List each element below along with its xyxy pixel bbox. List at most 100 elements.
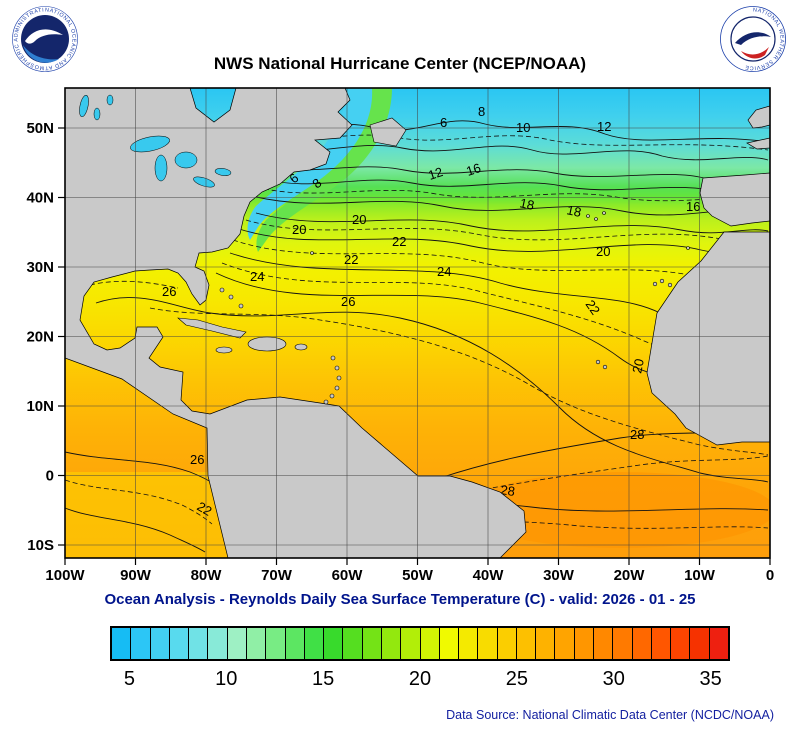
- land-americas: [65, 88, 527, 558]
- lon-tick-label: 80W: [191, 567, 223, 580]
- contour-label: 6: [440, 115, 447, 130]
- lat-tick-label: 10N: [26, 398, 54, 415]
- contour-label: 26: [190, 452, 204, 467]
- island-cape-verde: [595, 359, 608, 370]
- colorbar-cell: [594, 628, 614, 659]
- tick-marks: [58, 127, 771, 565]
- lon-tick-label: 30W: [543, 567, 575, 580]
- colorbar-tick-label: 10: [215, 668, 238, 690]
- colorbar-tick-label: 20: [408, 668, 432, 690]
- colorbar-cell: [459, 628, 479, 659]
- lat-tick-label: 40N: [26, 190, 54, 207]
- lat-tick-label: 50N: [26, 120, 54, 137]
- colorbar-cell: [112, 628, 132, 659]
- sst-map-svg: 6 8 10 12 6 8 12 16 16 18 18 20 20 22 22…: [26, 87, 774, 584]
- colorbar-cell: [189, 628, 209, 659]
- contour-label: 8: [478, 104, 485, 119]
- colorbar-cell: [690, 628, 710, 659]
- contour-labels: 6 8 10 12 6 8 12 16 16 18 18 20 20 22 22…: [162, 104, 700, 519]
- colorbar-cell: [536, 628, 556, 659]
- colorbar-tick-label: 25: [505, 668, 528, 690]
- colorbar-cell: [401, 628, 421, 659]
- contour-label: 22: [392, 234, 406, 249]
- colorbar-tick-label: 15: [312, 668, 335, 690]
- colorbar-cell: [227, 628, 247, 659]
- colorbar-cell: [671, 628, 691, 659]
- contour-label: 20: [352, 212, 366, 227]
- island-madeira: [686, 246, 690, 250]
- colorbar-cell: [362, 628, 382, 659]
- colorbar-cell: [439, 628, 460, 659]
- lon-tick-label: 20W: [614, 567, 646, 580]
- colorbar-cell: [555, 628, 575, 659]
- noaa-ocean-shape: [23, 45, 59, 63]
- colorbar-ticks: 5 10 15 20 25 30 35: [110, 668, 730, 694]
- nws-red-shape: [741, 47, 769, 59]
- colorbar-cell: [208, 628, 228, 659]
- contour-label: 16: [464, 160, 482, 179]
- contour-label: 20: [292, 222, 306, 237]
- pacific-cool-patch: [65, 472, 228, 558]
- contour-label: 26: [162, 284, 176, 299]
- island-bermuda: [310, 251, 314, 255]
- contour-label: 28: [630, 427, 644, 442]
- land-iberia: [699, 172, 770, 227]
- colorbar-cell: [497, 628, 517, 659]
- island-lesser-antilles: [323, 355, 342, 405]
- lon-axis: 100W 90W 80W 70W 60W 50W 40W 30W 20W 10W…: [45, 567, 774, 584]
- island-jamaica: [215, 346, 233, 354]
- colorbar-cell: [478, 628, 498, 659]
- island-bahamas: [219, 287, 244, 309]
- island-cuba: [177, 317, 247, 339]
- colorbar-tick-label: 35: [699, 668, 722, 690]
- contour-label: 20: [596, 244, 610, 259]
- colorbar-cell: [246, 628, 267, 659]
- island-azores: [586, 211, 606, 221]
- colorbar-cell: [516, 628, 537, 659]
- colorbar-cell: [169, 628, 190, 659]
- lon-tick-label: 10W: [684, 567, 716, 580]
- lon-tick-label: 40W: [473, 567, 505, 580]
- lat-tick-label: 30N: [26, 259, 54, 276]
- colorbar-cell: [632, 628, 652, 659]
- colorbar-tick-label: 30: [602, 668, 625, 690]
- contour-label: 12: [597, 119, 611, 134]
- nws-bird-icon: [735, 32, 771, 45]
- colorbar-cell: [381, 628, 402, 659]
- contour-label: 20: [629, 357, 647, 374]
- contour-label: 22: [195, 499, 215, 519]
- contour-label: 24: [437, 264, 451, 279]
- colorbar-tick-label: 5: [123, 668, 135, 690]
- contour-label: 22: [344, 252, 358, 267]
- data-source-note: Data Source: National Climatic Data Cent…: [446, 708, 774, 722]
- lon-tick-label: 90W: [120, 567, 152, 580]
- island-puerto-rico: [294, 343, 308, 351]
- island-hispaniola: [247, 336, 287, 352]
- colorbar-cell: [613, 628, 633, 659]
- island-newfoundland: [369, 117, 407, 147]
- contour-label: 18: [565, 202, 582, 220]
- colorbar-cell: [131, 628, 151, 659]
- land-africa: [646, 231, 770, 446]
- colorbar-cells: [112, 628, 728, 659]
- colorbar-cell: [324, 628, 344, 659]
- colorbar-cell: [420, 628, 440, 659]
- great-lakes: [79, 94, 232, 188]
- noaa-logo: NATIONAL OCEANIC AND ATMOSPHERIC ADMINIS…: [12, 6, 78, 72]
- land-france: [746, 137, 770, 150]
- noaa-emblem-circle: [21, 15, 69, 63]
- map-caption: Ocean Analysis - Reynolds Daily Sea Surf…: [104, 591, 696, 608]
- colorbar-cell: [651, 628, 672, 659]
- sst-map: 6 8 10 12 6 8 12 16 16 18 18 20 20 22 22…: [0, 80, 800, 584]
- contour-label: 12: [426, 164, 444, 183]
- contour-label: 16: [686, 199, 700, 214]
- lon-tick-label: 70W: [261, 567, 293, 580]
- island-canaries: [652, 278, 673, 288]
- colorbar-cell: [285, 628, 305, 659]
- lat-tick-label: 0: [46, 468, 54, 485]
- page-title: NWS National Hurricane Center (NCEP/NOAA…: [213, 54, 587, 73]
- ocean-overlays: [65, 88, 770, 558]
- colorbar-cell: [574, 628, 595, 659]
- nws-logo: NATIONAL WEATHER SERVICE: [720, 6, 786, 72]
